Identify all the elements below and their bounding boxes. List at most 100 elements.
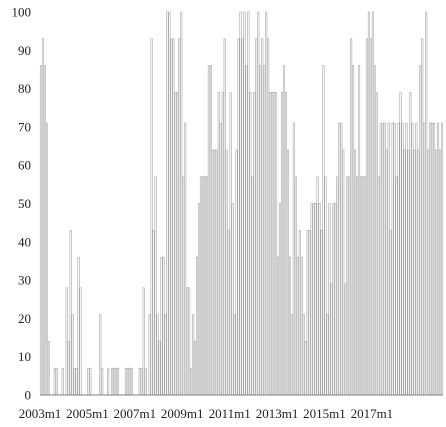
bar: [190, 367, 193, 396]
bar: [328, 203, 331, 396]
bar: [363, 176, 367, 396]
x-tick-label: 2005m1: [66, 406, 109, 421]
bar: [203, 176, 206, 396]
bar: [344, 283, 347, 396]
bar: [338, 122, 341, 396]
bar: [180, 11, 183, 396]
bar: [79, 287, 82, 396]
bar: [294, 176, 297, 396]
bar: [217, 92, 220, 396]
bar: [65, 287, 68, 396]
bar: [229, 92, 232, 396]
bars-group: [39, 11, 444, 396]
y-tick-label: 100: [12, 5, 32, 20]
bar: [427, 149, 430, 396]
bar: [342, 149, 345, 396]
bar: [156, 314, 159, 396]
bar: [75, 367, 78, 396]
bar: [438, 149, 442, 396]
bar: [215, 149, 218, 396]
bar: [130, 367, 133, 396]
bar: [308, 230, 311, 396]
bar: [249, 92, 252, 396]
bar: [172, 38, 175, 396]
bar: [271, 92, 274, 396]
bar: [152, 230, 155, 396]
bar: [41, 38, 45, 396]
bar: [310, 203, 313, 396]
bar: [223, 38, 226, 396]
bar: [409, 92, 412, 396]
bar: [257, 11, 260, 396]
y-tick-label: 50: [18, 196, 31, 211]
x-tick-label: 2007m1: [114, 406, 157, 421]
bar: [320, 230, 323, 396]
bar: [417, 149, 420, 396]
y-tick-label: 10: [18, 349, 31, 364]
bar: [166, 11, 169, 396]
bar: [197, 203, 201, 396]
bar: [336, 176, 339, 396]
bar: [273, 92, 276, 396]
bar: [381, 122, 384, 396]
bar: [128, 367, 131, 396]
bar: [350, 38, 353, 396]
bar: [116, 367, 120, 396]
bar: [201, 176, 205, 396]
bar: [387, 122, 390, 396]
bar: [211, 149, 214, 396]
bar: [389, 230, 392, 396]
bar: [45, 122, 48, 396]
bar: [113, 367, 116, 396]
bar: [401, 122, 404, 396]
bar: [395, 176, 398, 396]
bar: [354, 149, 357, 396]
bar: [235, 149, 238, 396]
bar: [306, 230, 309, 396]
y-tick-label: 70: [18, 119, 31, 134]
bar: [124, 367, 127, 396]
bar: [405, 122, 408, 396]
bar: [227, 230, 230, 396]
y-tick-label: 20: [18, 311, 31, 326]
bar: [352, 65, 355, 396]
bar: [346, 176, 349, 396]
bar: [411, 122, 414, 396]
y-tick-label: 40: [18, 234, 31, 249]
bar: [182, 176, 185, 396]
bar: [55, 367, 58, 396]
bar: [429, 122, 432, 396]
bar: [154, 176, 157, 396]
bar: [365, 38, 368, 396]
bar: [361, 176, 365, 396]
bar: [348, 176, 351, 396]
bar: [433, 122, 436, 396]
bar: [253, 92, 256, 396]
bar: [379, 122, 382, 396]
bar: [415, 122, 418, 396]
bar: [67, 341, 70, 396]
bar: [207, 65, 210, 396]
bar: [431, 122, 434, 396]
bar: [263, 65, 266, 396]
bar: [397, 122, 400, 396]
bar: [168, 11, 171, 396]
bar: [373, 65, 376, 396]
bar: [267, 38, 270, 396]
bar: [192, 314, 195, 396]
bar: [288, 256, 291, 396]
bar: [421, 38, 424, 396]
x-tick-label: 2013m1: [256, 406, 299, 421]
bar: [47, 341, 50, 396]
bar: [322, 65, 325, 396]
bar: [332, 203, 335, 396]
bar: [148, 314, 151, 396]
bar: [334, 203, 337, 396]
bar: [99, 314, 102, 396]
bar: [89, 367, 92, 396]
bar: [186, 287, 189, 396]
bar: [184, 122, 187, 396]
y-tick-label: 60: [18, 158, 31, 173]
bar: [371, 11, 374, 396]
